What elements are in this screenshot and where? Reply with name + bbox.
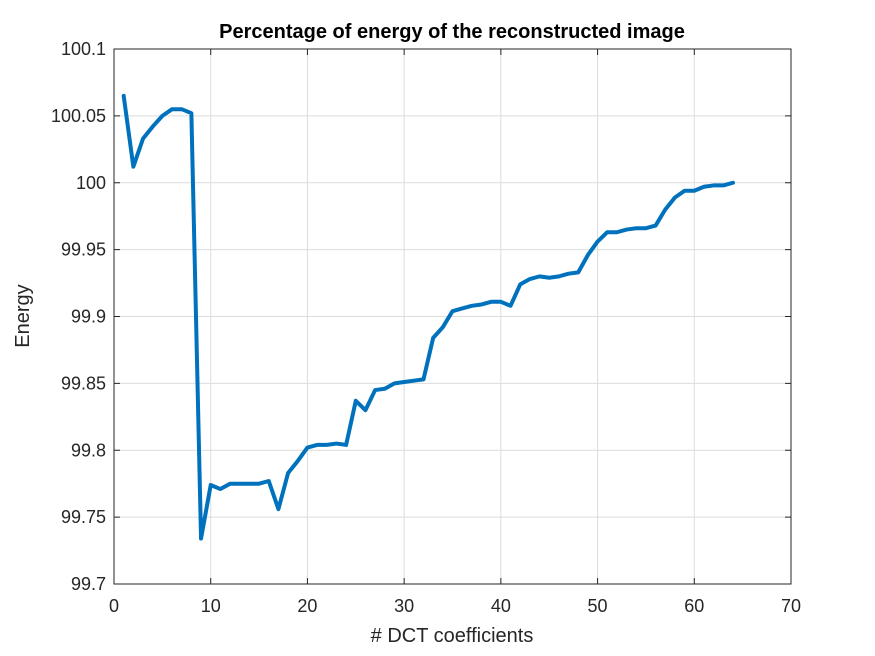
x-tick-label: 60: [684, 596, 704, 616]
y-tick-label: 99.7: [71, 574, 106, 594]
x-tick-label: 30: [394, 596, 414, 616]
ticks: 0 10 20 30 40 50 60 70 99.7 99.75 99.8 99.85 99.9 99.…: [51, 39, 801, 616]
y-tick-label: 99.85: [61, 373, 106, 393]
x-tick-label: 0: [109, 596, 119, 616]
y-axis-label: Energy: [12, 284, 34, 347]
series-line: [121, 93, 735, 541]
y-tick-label: 99.9: [71, 307, 106, 327]
y-tick-label: 99.75: [61, 507, 106, 527]
y-tick-label: 99.95: [61, 240, 106, 260]
y-tick-label: 99.8: [71, 440, 106, 460]
x-tick-label: 40: [491, 596, 511, 616]
x-tick-label: 20: [297, 596, 317, 616]
y-tick-label: 100.1: [61, 39, 106, 59]
chart-title: Percentage of energy of the reconstructe…: [219, 21, 685, 43]
x-tick-label: 50: [588, 596, 608, 616]
x-axis-label: # DCT coefficients: [371, 625, 534, 647]
x-tick-label: 70: [781, 596, 801, 616]
series: [121, 93, 735, 541]
x-tick-label: 10: [201, 596, 221, 616]
y-tick-label: 100: [76, 173, 106, 193]
y-tick-label: 100.05: [51, 106, 106, 126]
